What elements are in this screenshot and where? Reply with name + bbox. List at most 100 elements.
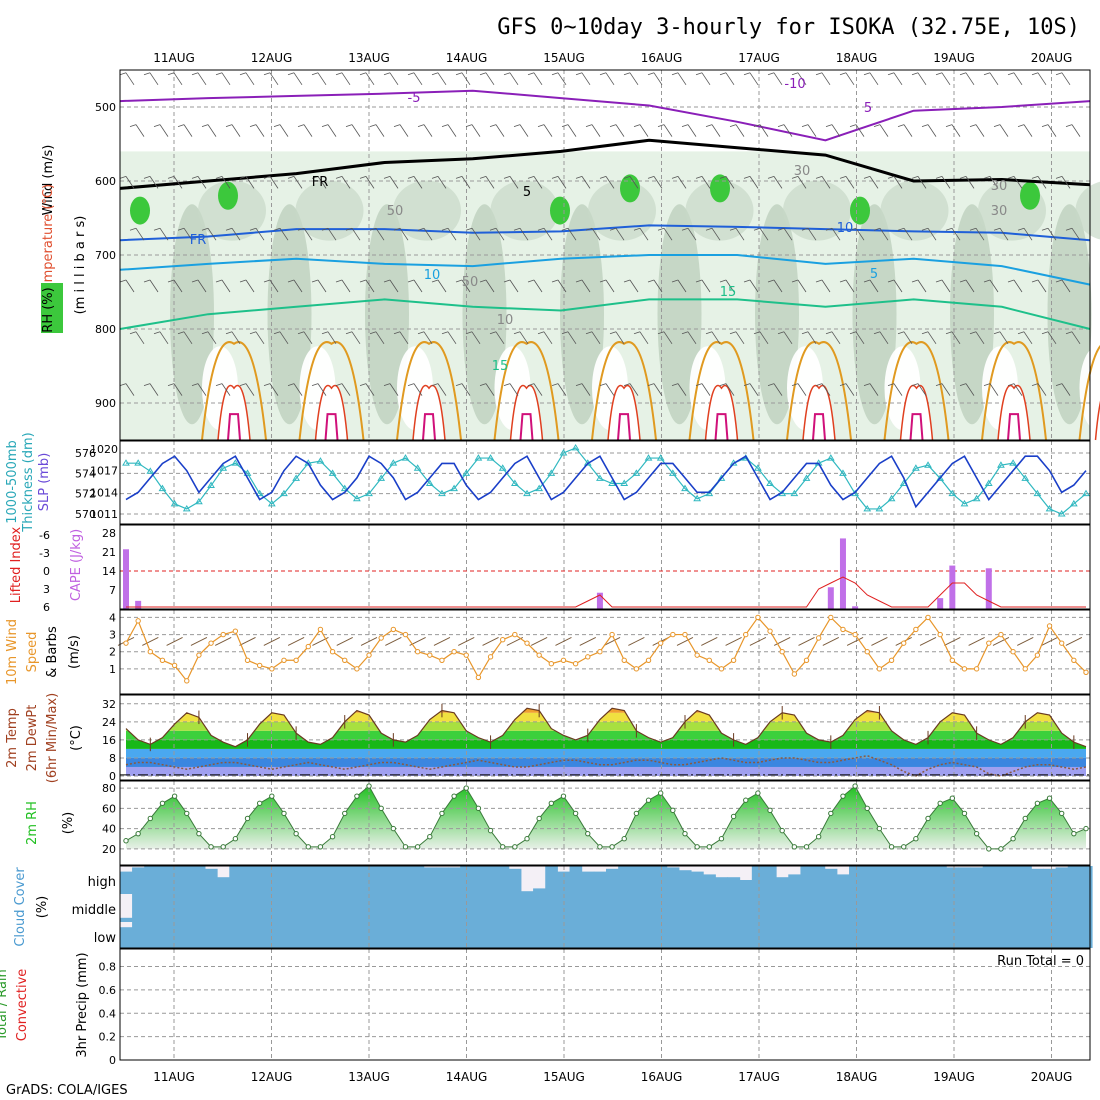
wind-barb — [359, 383, 367, 386]
wind-barb — [321, 331, 329, 335]
date-label-top: 16AUG — [641, 51, 683, 65]
wind-barb — [999, 124, 1009, 137]
ylabel-2m-rh: 2m RH — [25, 801, 40, 845]
rh-point — [366, 783, 372, 789]
slp-frame — [119, 440, 1091, 525]
rh-point — [925, 815, 931, 822]
wind-barb — [567, 227, 577, 241]
wind-barb — [935, 383, 943, 386]
wind-barb — [639, 227, 649, 241]
wind-barb — [725, 279, 735, 293]
wind-barb — [341, 176, 351, 189]
rh-shade-blob — [365, 204, 409, 425]
wind-barb — [1017, 637, 1034, 646]
date-label-bottom: 18AUG — [836, 1070, 878, 1084]
wind-barb — [575, 176, 583, 179]
wind-barb — [215, 72, 223, 76]
thickness-point — [523, 489, 531, 497]
thickness-point — [134, 459, 143, 466]
wind-barb — [431, 279, 439, 283]
wind-barb — [983, 383, 991, 386]
contour-label: FR — [312, 175, 329, 190]
y-tick-label: 800 — [95, 323, 116, 336]
wind-barb — [609, 124, 617, 127]
wind-barb — [173, 383, 183, 396]
thickness-point — [1057, 510, 1066, 517]
wind-speed-point — [427, 652, 433, 658]
wind-barb — [657, 124, 665, 127]
wind-barb — [783, 227, 793, 241]
thickness-point — [340, 484, 349, 492]
cloud-bar — [618, 922, 631, 948]
wind-barb — [245, 72, 255, 86]
wind-barb — [1055, 72, 1063, 76]
wind-barb — [255, 124, 265, 137]
y-tick-label-left: 574 — [75, 467, 96, 480]
wind-barb — [989, 383, 999, 396]
wind-barb — [801, 331, 809, 335]
cloud-bar — [873, 866, 886, 894]
wind-barb — [647, 72, 655, 76]
cloud-bar — [739, 894, 753, 922]
y-tick-label-left: 6 — [43, 601, 50, 614]
wind-barb — [609, 331, 617, 335]
rh-point — [986, 846, 992, 852]
wind-speed-point — [184, 678, 190, 684]
wind-barb — [903, 124, 913, 137]
cloud-bar — [897, 894, 911, 922]
wind-barb — [335, 176, 343, 179]
cloud-bar — [958, 922, 972, 948]
cloud-bar — [1067, 922, 1081, 948]
y-tick-label-left: 576 — [75, 447, 96, 460]
wind-barb — [999, 227, 1009, 241]
wind-barb — [663, 227, 673, 241]
wind-speed-point — [913, 626, 919, 633]
wind-speed-point — [171, 662, 178, 669]
wind-barb — [887, 176, 895, 179]
wind-barb — [989, 176, 999, 189]
cloud-bar — [691, 922, 704, 948]
wind-barb — [273, 227, 281, 231]
wind-barb — [269, 383, 279, 396]
wind-barb — [530, 637, 548, 646]
wind-barb — [441, 124, 449, 127]
wind-speed-point — [1058, 640, 1065, 646]
rh-point — [621, 836, 627, 842]
wind-barb — [533, 279, 543, 293]
wind-barb — [917, 383, 927, 396]
cloud-bar — [520, 891, 534, 894]
y-tick-label-right: 7 — [109, 584, 116, 597]
wind-barb — [623, 72, 631, 76]
wind-barb — [705, 331, 713, 335]
cloud-bar — [156, 866, 170, 894]
wind-barb — [351, 227, 361, 241]
cloud-bar — [861, 922, 874, 948]
rh-point — [1083, 825, 1089, 832]
y-tick-label: 60 — [102, 802, 116, 815]
temp-band — [126, 739, 1086, 749]
wind-speed-point — [986, 640, 992, 646]
cloud-bar — [836, 894, 850, 922]
cloud-bar — [387, 866, 400, 894]
rh-point — [512, 844, 518, 850]
wind-barb — [293, 176, 303, 189]
cloud-bar — [484, 866, 498, 894]
rh-point — [390, 825, 397, 832]
wind-barb — [119, 383, 127, 386]
wind-barb — [279, 124, 289, 137]
wind-barb — [293, 383, 303, 396]
wind-barb — [527, 279, 535, 283]
ylabel-temperature: Temperature (°C) — [41, 184, 56, 297]
wind-barb — [887, 72, 895, 76]
cloud-bar — [204, 868, 218, 894]
wind-barb — [1017, 124, 1025, 127]
cloud-bar — [630, 894, 643, 922]
wind-barb — [433, 637, 451, 646]
contour-label: -5 — [408, 91, 421, 106]
rh-point — [852, 783, 858, 789]
rh-point — [281, 810, 287, 817]
thickness-point — [1009, 459, 1017, 466]
wind-barb — [503, 383, 511, 386]
cloud-bar — [411, 866, 425, 894]
wind-barb — [345, 227, 353, 231]
